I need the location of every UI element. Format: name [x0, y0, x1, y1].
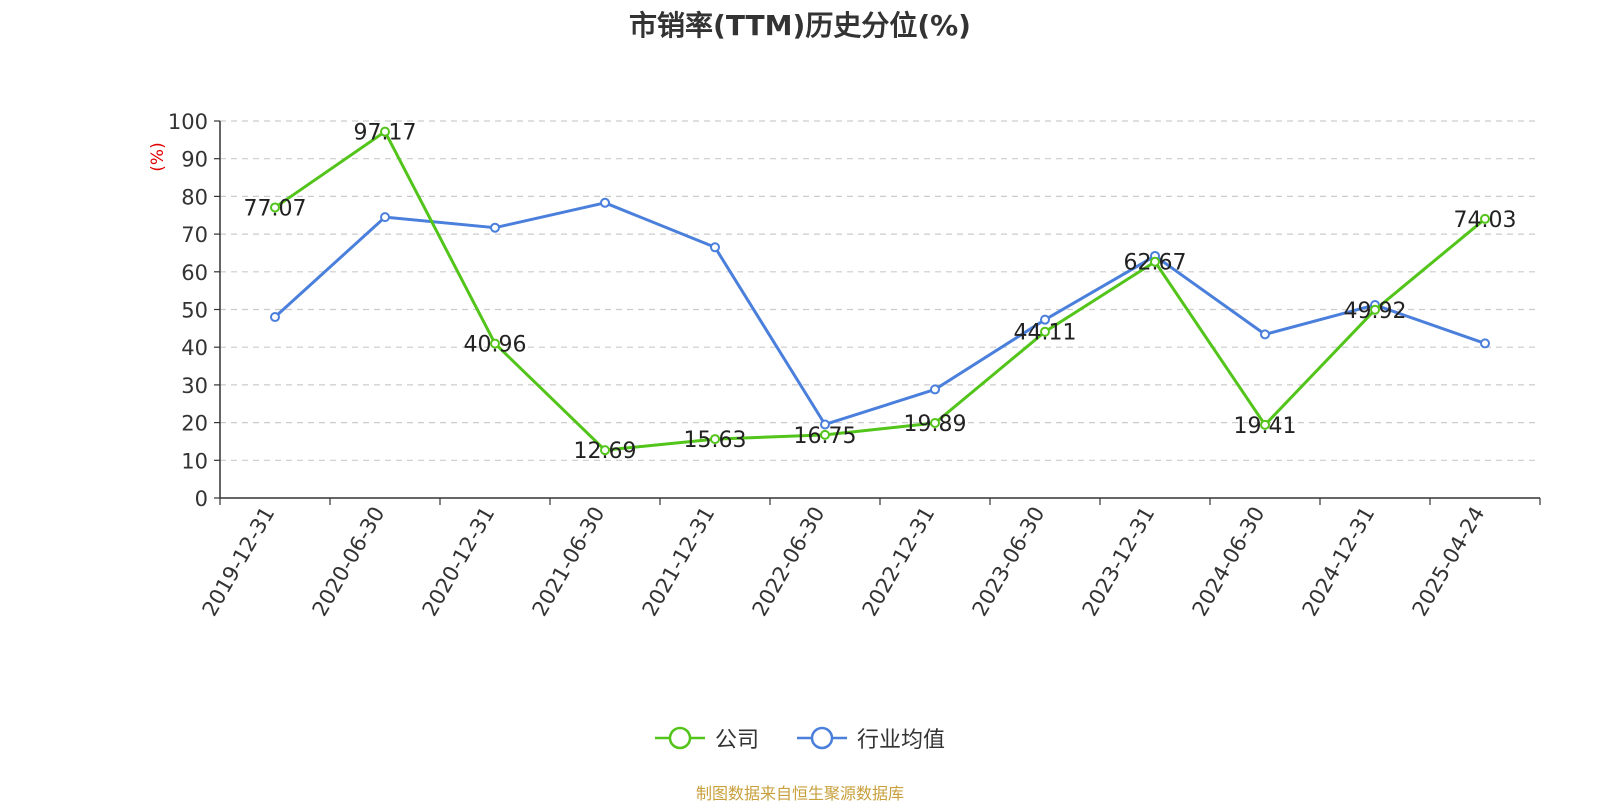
- data-point-industry-average[interactable]: [820, 419, 830, 430]
- data-point-company[interactable]: [820, 429, 830, 440]
- data-label-company: 19.41: [1234, 414, 1297, 439]
- x-tick-label: 2024-12-31: [1298, 503, 1380, 621]
- legend-label-industry-average: 行业均值: [857, 728, 946, 753]
- x-tick-label: 2022-12-31: [858, 503, 940, 621]
- y-axis-unit-label: (%): [148, 142, 168, 171]
- series-line-industry-average: [273, 201, 1486, 426]
- data-point-industry-average[interactable]: [710, 242, 720, 253]
- data-label-company: 97.17: [354, 121, 417, 146]
- data-label-company: 19.89: [904, 412, 967, 437]
- legend-company-marker-icon: [654, 726, 705, 750]
- data-point-industry-average[interactable]: [1040, 314, 1050, 325]
- data-point-company[interactable]: [930, 418, 940, 429]
- data-label-company: 49.92: [1344, 299, 1407, 324]
- data-point-company[interactable]: [600, 445, 610, 456]
- x-tick-label: 2019-12-31: [198, 503, 280, 621]
- x-tick-label: 2024-06-30: [1188, 503, 1270, 621]
- y-tick-label: 80: [181, 185, 208, 209]
- data-point-industry-average[interactable]: [600, 197, 610, 208]
- legend-label-company: 公司: [714, 728, 759, 753]
- legend-item-industry-average[interactable]: 行业均值: [797, 722, 945, 754]
- chart-title: 市销率(TTM)历史分位(%): [629, 9, 971, 42]
- data-label-company: 77.07: [244, 196, 307, 221]
- legend: 公司 行业均值: [0, 722, 1600, 754]
- data-point-industry-average[interactable]: [380, 212, 390, 223]
- legend-industry-marker-icon: [797, 726, 847, 750]
- data-point-industry-average[interactable]: [490, 222, 500, 233]
- data-point-company[interactable]: [490, 338, 500, 349]
- data-point-company[interactable]: [1260, 419, 1270, 430]
- x-tick-label: 2025-04-24: [1408, 503, 1490, 621]
- y-tick-label: 60: [181, 261, 208, 285]
- series-line-company: [274, 130, 1486, 452]
- y-tick-label: 20: [181, 412, 208, 436]
- data-point-industry-average[interactable]: [1260, 329, 1270, 340]
- x-tick-label: 2020-12-31: [418, 503, 500, 621]
- grid-lines: [220, 120, 1540, 461]
- data-point-company[interactable]: [270, 202, 280, 213]
- x-tick-label: 2022-06-30: [748, 503, 830, 621]
- data-point-company[interactable]: [1040, 326, 1050, 337]
- x-tick-label: 2021-12-31: [638, 503, 720, 621]
- data-point-company[interactable]: [1150, 256, 1160, 267]
- data-label-company: 62.67: [1124, 251, 1187, 276]
- x-tick-label: 2021-06-30: [528, 503, 610, 621]
- x-tick-label: 2020-06-30: [308, 503, 390, 621]
- y-tick-label: 90: [181, 148, 208, 172]
- y-tick-label: 10: [181, 449, 208, 473]
- data-point-company[interactable]: [380, 126, 390, 137]
- y-tick-label: 50: [181, 299, 208, 323]
- data-label-company: 15.63: [684, 428, 747, 453]
- data-label-company: 16.75: [794, 424, 857, 449]
- y-tick-label: 40: [181, 336, 208, 360]
- axes: 0 10 20 30 40 50 60 70 80 90 100 2019-12-31 2020-06-…: [168, 110, 1541, 621]
- data-point-industry-average[interactable]: [1480, 338, 1490, 349]
- y-tick-label: 70: [181, 223, 208, 247]
- data-label-company: 40.96: [464, 333, 527, 358]
- data-label-company: 74.03: [1454, 208, 1517, 233]
- legend-item-company[interactable]: 公司: [654, 722, 759, 754]
- y-tick-label: 30: [181, 374, 208, 398]
- data-label-company: 44.11: [1014, 321, 1077, 346]
- data-point-industry-average[interactable]: [930, 384, 940, 395]
- data-labels: 77.07 97.17 40.96 12.69 15.63 16.75 19.89 44.11…: [244, 121, 1517, 464]
- data-source-footer: 制图数据来自恒生聚源数据库: [695, 784, 904, 803]
- x-tick-label: 2023-12-31: [1078, 503, 1160, 621]
- data-point-industry-average[interactable]: [270, 312, 280, 323]
- data-point-company[interactable]: [710, 434, 720, 445]
- x-tick-label: 2023-06-30: [968, 503, 1050, 621]
- data-point-company[interactable]: [1480, 213, 1490, 224]
- data-label-company: 12.69: [574, 439, 637, 464]
- series-lines: [270, 126, 1490, 456]
- data-point-company[interactable]: [1370, 304, 1380, 315]
- y-tick-label: 0: [195, 487, 208, 511]
- y-tick-label: 100: [168, 110, 208, 134]
